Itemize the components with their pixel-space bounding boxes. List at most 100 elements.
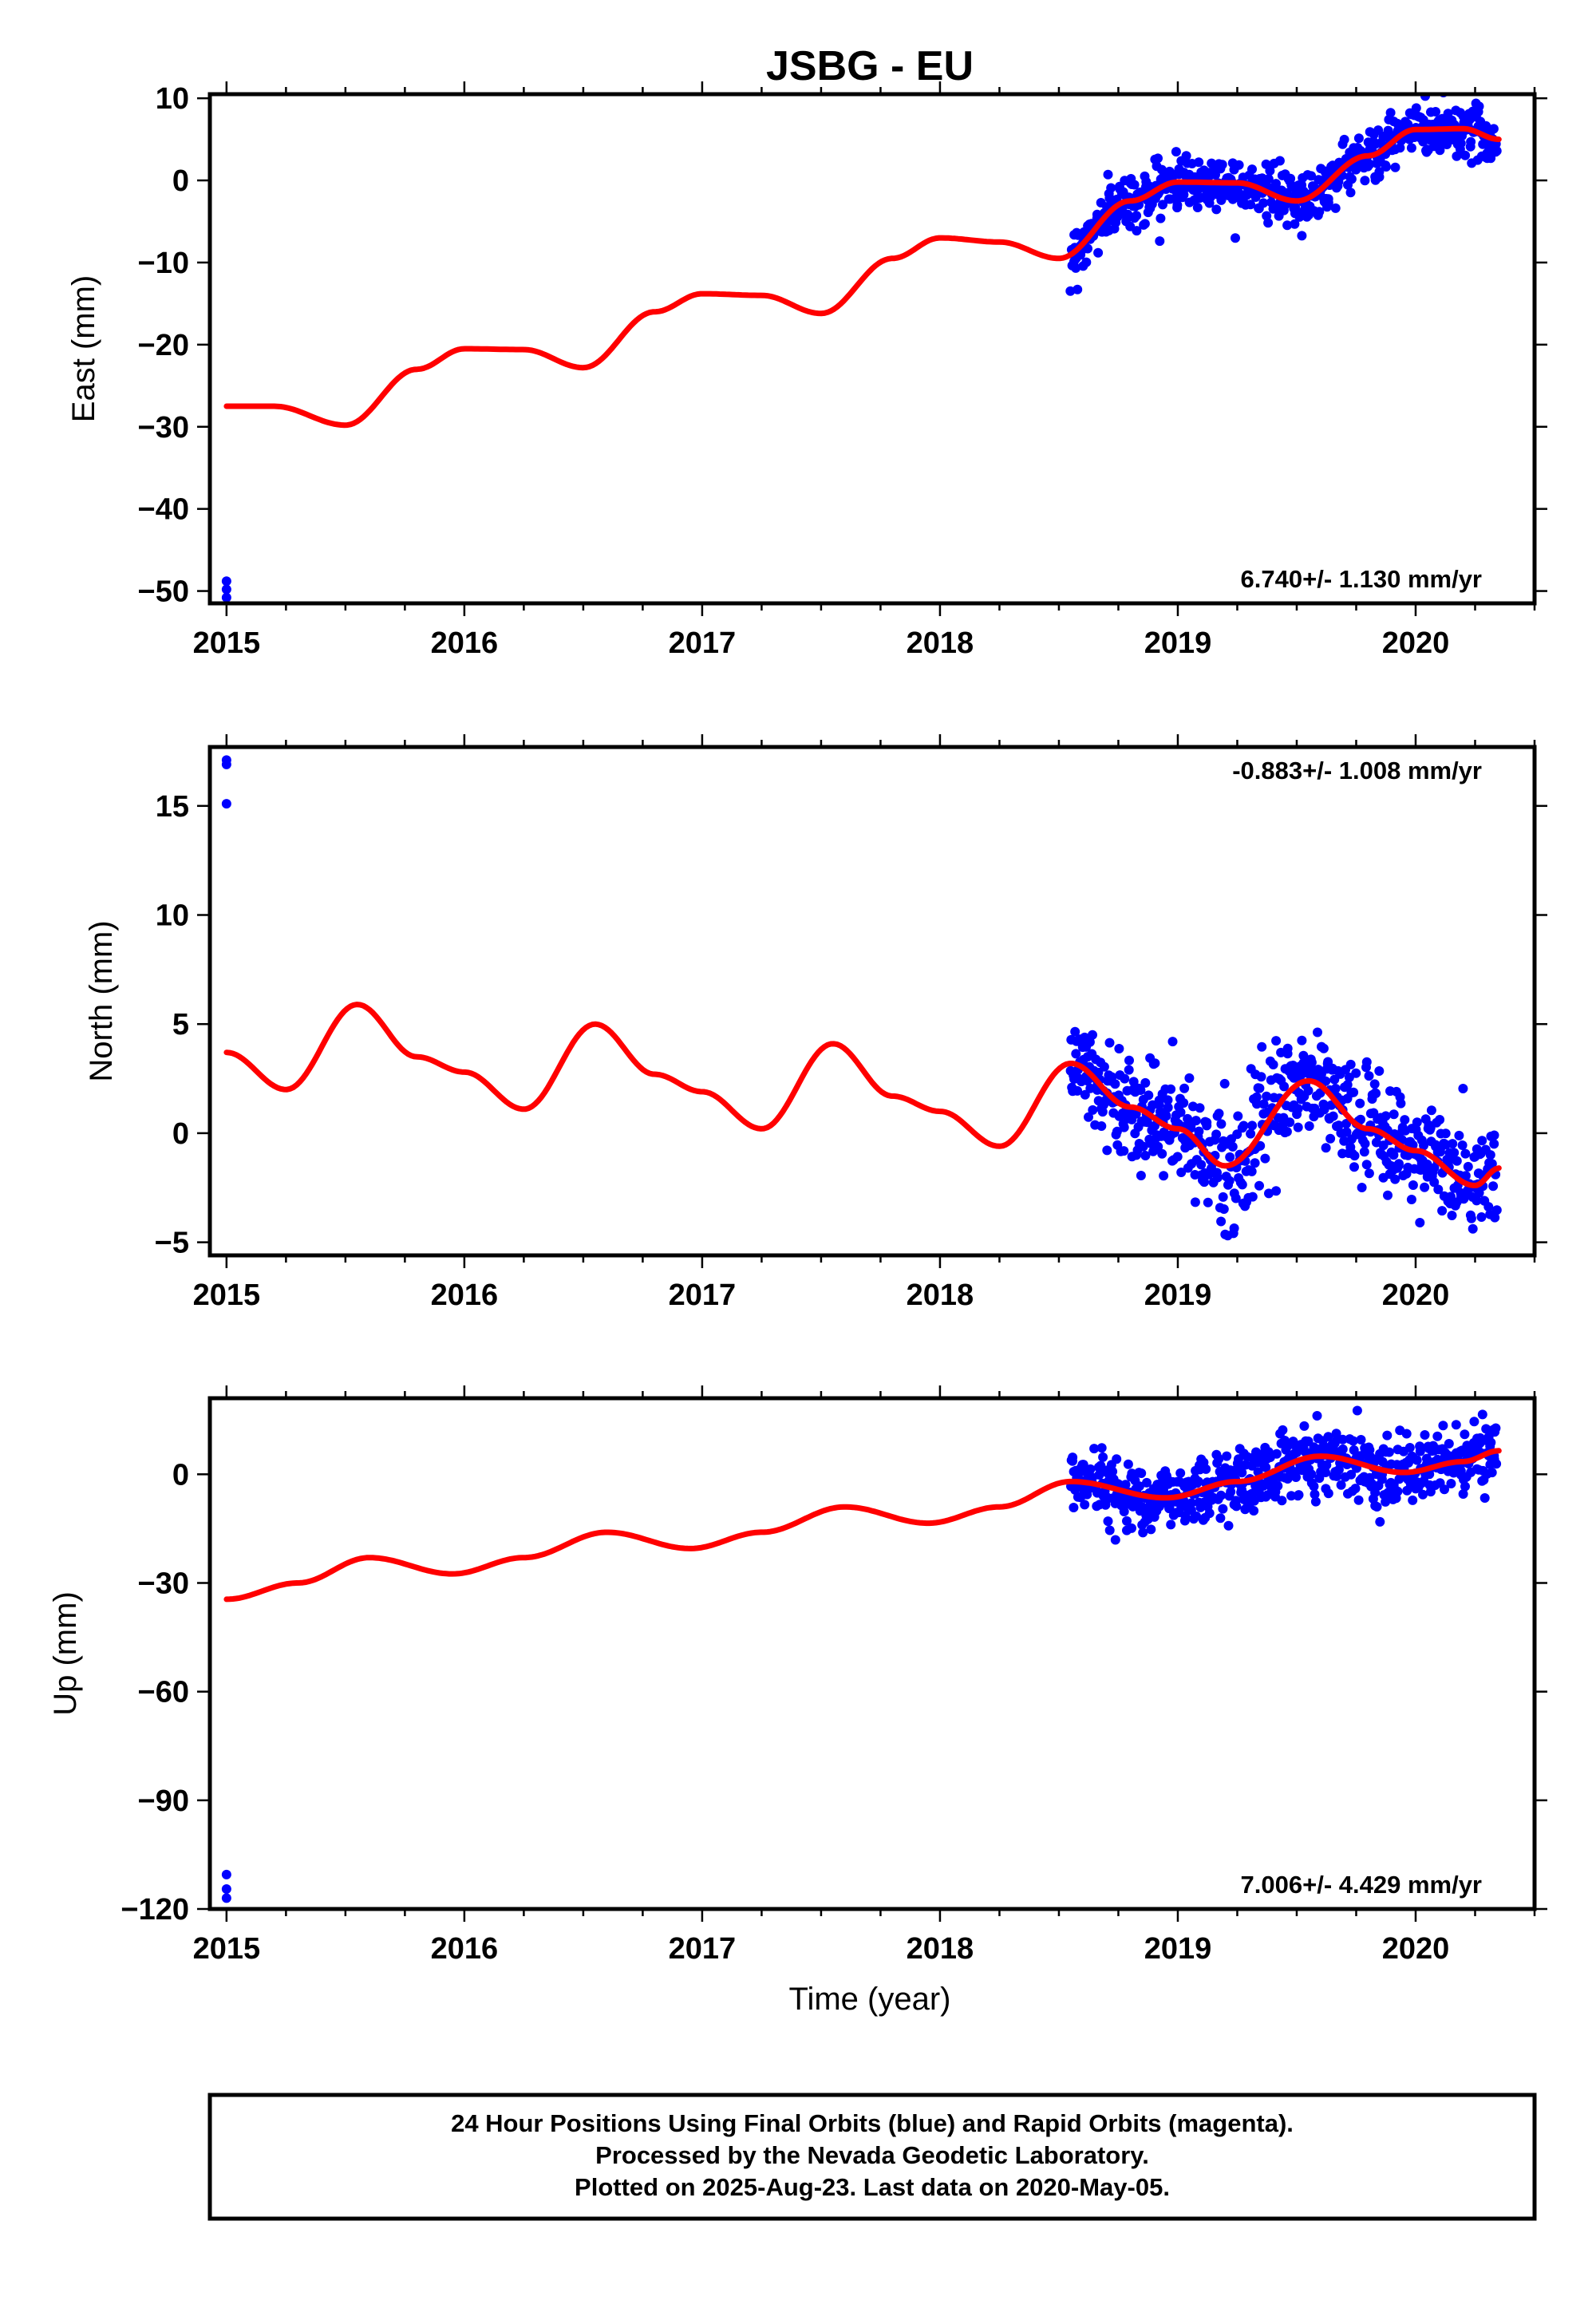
north-data-point xyxy=(1195,1103,1205,1113)
up-data-point xyxy=(1415,1446,1425,1456)
east-plot-area xyxy=(221,94,1502,603)
up-x-tick-label: 2016 xyxy=(431,1932,499,1966)
north-data-point xyxy=(1339,1136,1349,1146)
north-data-point xyxy=(1184,1073,1195,1083)
up-data-point xyxy=(1146,1524,1156,1535)
up-data-point xyxy=(1277,1496,1287,1506)
up-data-point xyxy=(1096,1443,1107,1453)
north-data-point xyxy=(1218,1192,1228,1202)
north-x-tick-label: 2017 xyxy=(669,1279,737,1312)
east-x-tick-label: 2018 xyxy=(907,626,974,660)
up-data-point xyxy=(1382,1430,1393,1441)
north-data-point xyxy=(1325,1133,1336,1144)
east-data-point xyxy=(1265,166,1275,176)
north-data-point xyxy=(1119,1122,1129,1132)
up-data-point xyxy=(1138,1528,1148,1538)
up-data-point xyxy=(1078,1460,1088,1470)
up-data-point xyxy=(1479,1493,1490,1503)
up-data-point xyxy=(1440,1484,1449,1495)
north-data-point xyxy=(1229,1223,1239,1233)
north-data-point xyxy=(1144,1090,1154,1101)
north-data-point xyxy=(1468,1223,1478,1234)
north-data-point xyxy=(1159,1171,1169,1181)
up-data-point xyxy=(1249,1506,1259,1516)
north-data-point xyxy=(1466,1213,1476,1223)
north-data-point xyxy=(1070,1026,1080,1037)
north-data-point xyxy=(1246,1128,1256,1139)
up-data-point xyxy=(1323,1432,1333,1442)
up-data-point xyxy=(1372,1502,1382,1512)
north-data-point xyxy=(1477,1136,1487,1146)
up-data-point xyxy=(1122,1516,1132,1526)
up-data-point xyxy=(1299,1421,1310,1431)
east-data-point xyxy=(1374,172,1385,182)
north-data-point xyxy=(1458,1084,1468,1093)
east-y-tick-label: −40 xyxy=(138,493,189,527)
north-data-point xyxy=(1254,1083,1265,1093)
up-data-point xyxy=(1309,1481,1319,1492)
north-data-point xyxy=(1435,1115,1445,1124)
east-data-point xyxy=(1172,200,1183,210)
up-data-point xyxy=(1120,1480,1131,1490)
north-data-point xyxy=(1084,1112,1093,1122)
east-data-point xyxy=(1406,143,1416,153)
up-data-point xyxy=(1080,1500,1090,1510)
east-data-point xyxy=(1390,162,1400,172)
up-rate-label: 7.006+/- 4.429 mm/yr xyxy=(1241,1871,1482,1899)
up-data-point xyxy=(1226,1487,1236,1497)
north-data-point xyxy=(1136,1171,1146,1180)
east-outlier-point xyxy=(221,584,231,595)
north-data-point xyxy=(1364,1168,1374,1179)
north-data-point xyxy=(1420,1182,1430,1192)
east-data-point xyxy=(1132,226,1142,236)
up-data-point xyxy=(1481,1424,1491,1434)
north-outlier-point xyxy=(221,799,231,809)
north-data-point xyxy=(1342,1080,1353,1090)
north-data-point xyxy=(1489,1139,1499,1149)
up-data-point xyxy=(1310,1489,1320,1500)
north-data-point xyxy=(1114,1044,1124,1053)
east-y-tick-label: −30 xyxy=(138,411,189,445)
north-data-point xyxy=(1396,1098,1406,1109)
east-data-point xyxy=(1431,107,1440,117)
up-data-point xyxy=(1119,1507,1129,1516)
up-data-point xyxy=(1127,1523,1136,1533)
east-data-point xyxy=(1129,180,1140,190)
north-data-point xyxy=(1088,1105,1098,1115)
up-data-point xyxy=(1310,1496,1321,1507)
up-x-tick-label: 2017 xyxy=(669,1932,737,1966)
east-x-tick-label: 2019 xyxy=(1144,626,1212,660)
north-data-point xyxy=(1488,1181,1499,1192)
up-data-point xyxy=(1103,1516,1113,1527)
north-data-point xyxy=(1172,1152,1183,1162)
up-data-point xyxy=(1214,1454,1224,1464)
north-data-point xyxy=(1140,1151,1151,1160)
north-data-point xyxy=(1271,1186,1282,1196)
figure-title: JSBG - EU xyxy=(766,43,974,89)
north-data-point xyxy=(1214,1109,1224,1119)
up-data-point xyxy=(1486,1437,1496,1448)
north-data-point xyxy=(1318,1043,1329,1053)
north-data-point xyxy=(1345,1059,1356,1069)
north-data-point xyxy=(1136,1085,1146,1095)
north-data-point xyxy=(1460,1171,1471,1181)
east-data-point xyxy=(1460,150,1471,160)
north-data-point xyxy=(1460,1148,1471,1159)
east-data-point xyxy=(1282,220,1293,231)
up-data-point xyxy=(1404,1443,1415,1452)
east-data-point xyxy=(1271,179,1281,189)
north-data-point xyxy=(1306,1057,1317,1068)
north-data-point xyxy=(1237,1180,1247,1190)
north-data-point xyxy=(1472,1196,1482,1206)
up-data-point xyxy=(1337,1444,1348,1454)
up-data-point xyxy=(1323,1488,1333,1499)
east-data-point xyxy=(1323,197,1333,207)
east-data-point xyxy=(1194,157,1204,168)
east-data-point xyxy=(1156,213,1166,223)
north-data-point xyxy=(1400,1115,1410,1125)
east-data-point xyxy=(1263,174,1274,184)
east-data-point xyxy=(1456,138,1466,148)
north-data-point xyxy=(1282,1127,1292,1136)
north-data-point xyxy=(1140,1077,1151,1088)
